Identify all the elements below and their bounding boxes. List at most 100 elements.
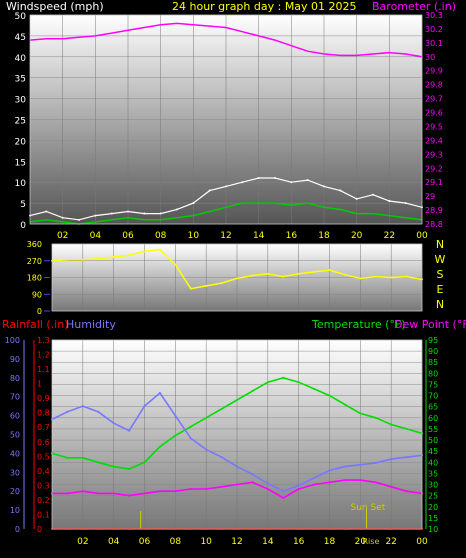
humidity-point [251,473,254,476]
humidity-y-tick-label: 90 [10,355,20,364]
wind-gust-point [208,189,211,192]
wind-gust-point [225,185,227,188]
direction-y-tick-label: 180 [27,274,42,283]
weather-x-tick-label: 12 [231,537,242,547]
wind-plot-frame [29,14,423,225]
wind-direction-point [81,258,84,261]
barometer-y-tick-label: 29.1 [425,178,443,187]
wind-gust-point [110,212,113,215]
wind-x-tick-label: 20 [351,231,363,241]
rain-y-tick-label: 1.1 [37,365,50,374]
weather-x-tick-label: 22 [385,537,396,547]
compass-label: N [436,298,444,311]
weather-x-tick-label: 16 [293,537,305,547]
temperature-point [328,394,331,397]
rain-y-tick-label: 0.3 [37,481,50,490]
wind-direction-point [97,257,100,260]
compass-label: S [437,268,444,281]
wind-gust-point [355,197,358,200]
wind-y-tick-label: 30 [15,96,27,106]
dewpoint-point [390,485,393,488]
wind-gust-point [388,200,391,203]
temperature-y-tick-label: 55 [428,425,438,434]
dewpoint-point [359,479,362,482]
temperature-point [143,461,146,464]
wind-y-tick-label: 10 [15,179,27,189]
temperature-point [112,465,115,468]
wind-direction-point [266,272,269,275]
wind-direction-point [143,250,146,253]
temperature-y-tick-label: 65 [428,403,438,412]
humidity-axis-label: Humidity [66,318,116,331]
dewpoint-point [282,496,285,499]
dewpoint-point [158,490,161,493]
barometer-axis-label: Barometer (.in) [372,0,456,13]
dewpoint-point [112,492,115,495]
humidity-point [112,422,115,425]
rain-y-tick-label: 0.2 [37,496,50,505]
wind-x-tick-label: 10 [188,231,200,241]
barometer-y-tick-label: 29.6 [425,109,443,118]
wind-gust-point [372,193,374,196]
humidity-point [359,463,362,466]
temperature-point [128,467,131,470]
windspeed-axis-label: Windspeed (mph) [6,0,104,13]
temperature-y-tick-label: 75 [428,380,438,389]
wind-direction-point [297,272,300,275]
wind-y-tick-label: 20 [15,137,27,147]
temperature-point [266,381,269,384]
humidity-point [343,465,346,468]
temperature-point [97,461,100,464]
humidity-point [374,461,377,464]
wind-direction-point [282,275,285,278]
barometer-y-tick-label: 29.2 [425,164,443,173]
wind-gust-point [45,210,48,213]
wind-x-tick-label: 00 [416,231,428,241]
wind-direction-point [158,248,161,251]
wind-gust-point [176,208,178,211]
humidity-y-tick-label: 70 [10,393,20,402]
weather-x-tick-label: 18 [324,537,336,547]
dewpoint-point [405,490,408,493]
rain-y-tick-label: 0.1 [37,510,50,519]
temperature-y-tick-label: 15 [428,514,438,523]
rain-y-tick-label: 1.3 [37,336,50,345]
wind-direction-point [405,275,408,278]
weather-x-tick-label: 04 [108,537,120,547]
humidity-point [128,429,131,432]
temperature-point [66,456,69,459]
dewpoint-point [66,492,69,495]
wind-x-tick-label: 04 [90,231,102,241]
weather-x-tick-label: 02 [77,537,88,547]
wind-direction-point [359,277,362,280]
wind-gust-point [323,185,325,188]
rain-y-tick-label: 0 [37,525,42,534]
wind-x-tick-label: 22 [384,231,395,241]
barometer-y-tick-label: 29.5 [425,122,443,131]
barometer-y-tick-label: 28.9 [425,206,443,215]
temperature-axis-label: Temperature (°F) [311,318,406,331]
humidity-y-tick-label: 10 [10,506,20,515]
rain-y-tick-label: 0.9 [37,394,50,403]
wind-y-tick-label: 35 [15,75,26,85]
dewpoint-point [297,487,300,490]
rain-y-tick-label: 0.8 [37,409,50,418]
humidity-point [205,448,208,451]
humidity-point [220,456,223,459]
humidity-point [390,458,393,461]
wind-x-tick-label: 16 [286,231,298,241]
dewpoint-point [313,483,316,486]
temperature-y-tick-label: 90 [428,347,438,356]
wind-average-line [29,202,423,225]
wind-x-tick-label: 12 [220,231,231,241]
wind-gust-point [61,216,64,219]
humidity-y-tick-label: 80 [10,374,20,383]
wind-y-tick-label: 15 [15,158,26,168]
compass-label: N [436,238,444,251]
direction-y-tick-label: 0 [37,307,42,316]
temperature-y-tick-label: 70 [428,392,438,401]
wind-gust-point [241,181,244,184]
rain-y-tick-label: 0.5 [37,452,50,461]
temperature-y-tick-label: 10 [428,525,438,534]
